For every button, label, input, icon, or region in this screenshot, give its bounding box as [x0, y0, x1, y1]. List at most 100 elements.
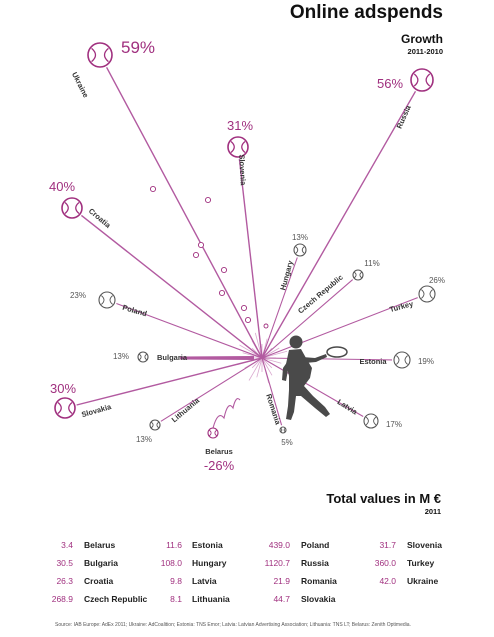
growth-label-latvia: 17%	[386, 420, 402, 429]
table-row: 108.0 Hungary	[161, 558, 227, 568]
total-value: 8.1	[170, 594, 182, 604]
total-value: 268.9	[52, 594, 74, 604]
tennis-ball-icon	[87, 42, 113, 68]
spoke-ukraine: Ukraine 59%	[70, 38, 263, 359]
country-label-belarus: Belarus	[205, 447, 233, 456]
spoke-lithuania: Lithuania 13%	[136, 357, 263, 444]
tennis-ball-icon	[363, 413, 379, 429]
country-label-romania: Romania	[264, 393, 283, 427]
table-row: 3.4 Belarus	[61, 540, 115, 550]
table-row: 360.0 Turkey	[375, 558, 435, 568]
ray-slovakia	[76, 357, 263, 406]
total-country: Lithuania	[192, 594, 230, 604]
total-country: Bulgaria	[84, 558, 118, 568]
ray-czech-republic	[261, 279, 354, 359]
spoke-slovenia: Slovenia 31%	[227, 118, 263, 359]
growth-label-romania: 5%	[281, 438, 293, 447]
ray-lithuania	[160, 357, 263, 422]
country-label-ukraine: Ukraine	[70, 71, 91, 100]
country-label-poland: Poland	[121, 303, 148, 319]
totals-table: 3.4 Belarus 30.5 Bulgaria 26.3 Croatia 268.9 Cz…	[52, 540, 443, 604]
country-label-czech-republic: Czech Republic	[296, 273, 345, 316]
ray-croatia	[80, 214, 263, 359]
ray-russia	[261, 90, 417, 359]
tennis-ball-icon	[279, 426, 287, 434]
growth-label-belarus: -26%	[204, 458, 235, 473]
country-label-slovenia: Slovenia	[237, 154, 248, 186]
total-country: Romania	[301, 576, 337, 586]
tennis-ball-icon	[61, 197, 83, 219]
trajectory-dot	[220, 266, 228, 274]
growth-title: Growth	[401, 32, 443, 46]
spoke-estonia: Estonia 19%	[261, 351, 434, 369]
trajectory-dot	[218, 289, 226, 297]
radial-growth-chart: Ukraine 59% Russia 56% Croatia 40% Slovenia 31%…	[49, 38, 445, 473]
totals-year: 2011	[425, 507, 441, 516]
tennis-ball-icon	[227, 136, 249, 158]
growth-label-poland: 23%	[70, 291, 86, 300]
growth-label-croatia: 40%	[49, 179, 75, 194]
table-row: 439.0 Poland	[269, 540, 330, 550]
spoke-belarus: Belarus -26%	[204, 398, 241, 473]
tennis-ball-icon	[410, 68, 434, 92]
total-value: 9.8	[170, 576, 182, 586]
total-value: 31.7	[379, 540, 396, 550]
total-value: 11.6	[166, 540, 182, 550]
country-label-hungary: Hungary	[278, 259, 295, 292]
table-row: 21.9 Romania	[273, 576, 337, 586]
table-row: 11.6 Estonia	[166, 540, 223, 550]
ray-belarus	[212, 398, 241, 429]
ray-romania	[261, 357, 283, 426]
ray-slovenia	[238, 158, 263, 359]
total-country: Turkey	[407, 558, 435, 568]
trajectory-dot	[263, 323, 269, 329]
table-row: 31.7 Slovenia	[379, 540, 442, 550]
trajectory-dot	[244, 316, 252, 324]
table-row: 1120.7 Russia	[265, 558, 330, 568]
trajectory-dot	[240, 304, 248, 312]
total-value: 3.4	[61, 540, 73, 550]
tennis-player-silhouette-icon	[282, 335, 348, 420]
table-row: 30.5 Bulgaria	[56, 558, 118, 568]
ray-turkey	[261, 297, 418, 359]
growth-label-bulgaria: 13%	[113, 352, 129, 361]
growth-label-slovakia: 30%	[50, 381, 76, 396]
total-country: Latvia	[192, 576, 217, 586]
total-country: Croatia	[84, 576, 114, 586]
country-label-turkey: Turkey	[389, 299, 415, 314]
ray-bulgaria	[179, 356, 254, 360]
table-row: 44.7 Slovakia	[273, 594, 335, 604]
country-label-latvia: Latvia	[336, 397, 360, 417]
total-country: Estonia	[192, 540, 223, 550]
total-value: 439.0	[269, 540, 291, 550]
trajectory-dot	[192, 251, 200, 259]
tennis-ball-icon	[418, 285, 436, 303]
growth-period: 2011-2010	[408, 47, 443, 56]
tennis-ball-icon	[207, 427, 219, 439]
total-value: 1120.7	[265, 558, 291, 568]
tennis-ball-icon	[293, 243, 307, 257]
table-row: 8.1 Lithuania	[170, 594, 230, 604]
table-row: 9.8 Latvia	[170, 576, 217, 586]
ball-trajectory	[149, 185, 269, 329]
ray-poland	[116, 302, 263, 359]
country-label-russia: Russia	[395, 103, 414, 130]
ray-ukraine	[105, 66, 263, 359]
total-country: Ukraine	[407, 576, 438, 586]
growth-label-russia: 56%	[377, 76, 403, 91]
ray-latvia	[261, 357, 364, 417]
spoke-turkey: Turkey 26%	[261, 276, 445, 359]
country-label-bulgaria: Bulgaria	[157, 353, 188, 362]
tennis-ball-icon	[393, 351, 411, 369]
country-label-estonia: Estonia	[359, 357, 387, 366]
spoke-poland: Poland 23%	[70, 291, 263, 359]
total-country: Czech Republic	[84, 594, 148, 604]
total-country: Slovakia	[301, 594, 336, 604]
totals-title: Total values in M €	[326, 491, 441, 506]
total-country: Poland	[301, 540, 329, 550]
growth-label-estonia: 19%	[418, 357, 434, 366]
ray-hungary	[261, 257, 298, 359]
country-label-lithuania: Lithuania	[170, 395, 202, 424]
country-label-slovakia: Slovakia	[80, 402, 113, 419]
